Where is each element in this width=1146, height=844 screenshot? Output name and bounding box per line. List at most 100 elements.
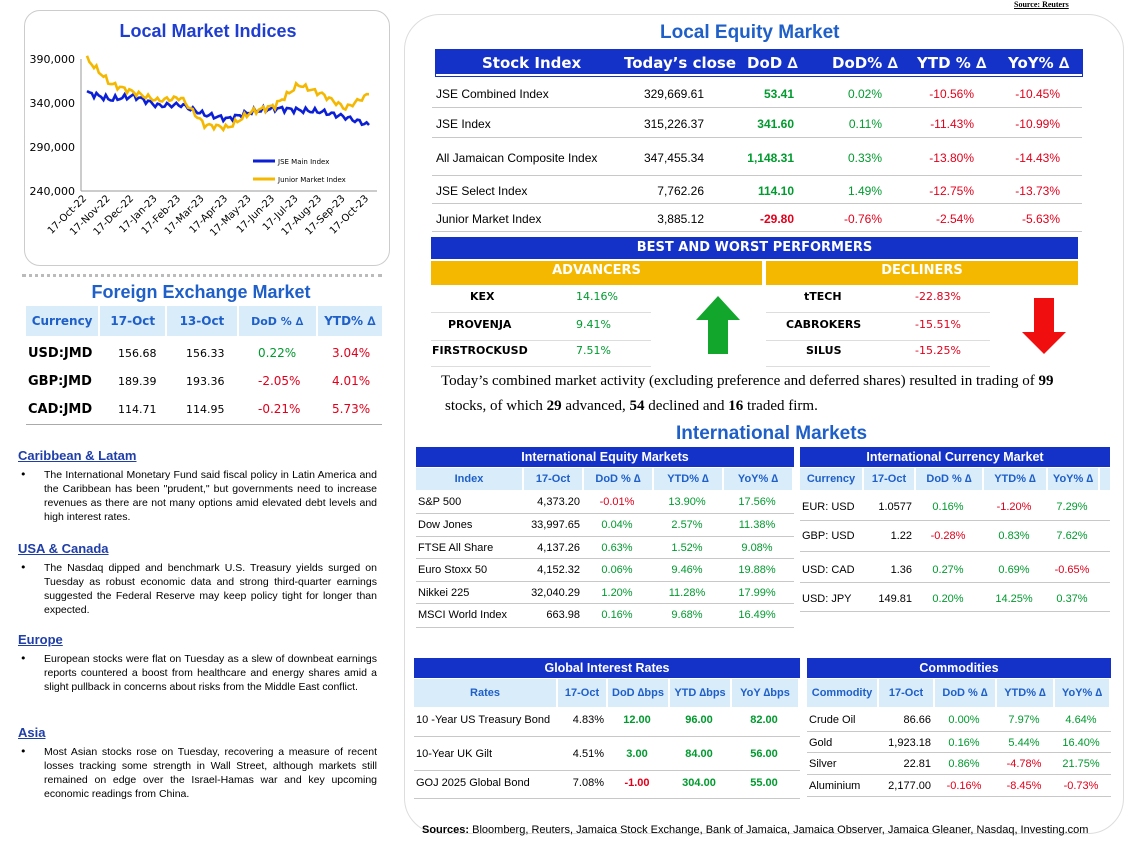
intl-cur-cell-n: EUR: USD (802, 501, 855, 513)
equity-name: JSE Select Index (436, 183, 528, 198)
intl-title: International Markets (676, 423, 868, 444)
intl-cur-cell-n: USD: JPY (802, 593, 852, 605)
fx-currency: CAD:JMD (28, 402, 93, 417)
row-divider (431, 312, 651, 313)
equity-dodp: 0.02% (847, 87, 882, 101)
news-text: Most Asian stocks rose on Tuesday, recov… (44, 746, 377, 800)
row-divider (766, 340, 990, 341)
rates-cell-y: 84.00 (685, 748, 713, 760)
fx-currency: USD:JMD (28, 346, 93, 361)
rates-header-cell: Rates (414, 679, 558, 707)
performers-title: BEST AND WORST PERFORMERS (431, 237, 1078, 259)
com-cell-yy: 4.64% (1065, 714, 1097, 726)
com-cell-y: -4.78% (1006, 758, 1042, 770)
intl-eq-row: Euro Stoxx 50 4,152.32 0.06% 9.46% 19.88% (416, 559, 794, 582)
row-divider (766, 366, 990, 367)
com-header-cell: YTD% ∆ (997, 679, 1055, 707)
rates-title: Global Interest Rates (414, 658, 800, 678)
news-heading: USA & Canada (18, 541, 109, 556)
rates-cell-d: 12.00 (623, 714, 651, 726)
equity-dod: 341.60 (757, 117, 794, 131)
rates-cell-d: -1.00 (624, 777, 650, 789)
legend-label: Junior Market Index (277, 176, 346, 184)
news-text: The International Monetary Fund said fis… (44, 469, 377, 523)
intl-eq-row: FTSE All Share 4,137.26 0.63% 1.52% 9.08% (416, 537, 794, 559)
fx-header-row: Currency 17-Oct 13-Oct DoD % ∆ YTD% ∆ (26, 306, 382, 336)
equity-ytd: -10.56% (929, 87, 974, 101)
fx-bottom-rule (26, 424, 382, 425)
rates-cell-yy: 82.00 (750, 714, 778, 726)
down-arrow-icon (1022, 298, 1066, 354)
rates-cell-y: 96.00 (685, 714, 713, 726)
rates-cell-yy: 56.00 (750, 748, 778, 760)
rates-row: 10-Year UK Gilt 4.51% 3.00 84.00 56.00 (414, 737, 800, 771)
fx-rate-1: 114.71 (118, 403, 157, 416)
equity-close: 3,885.12 (657, 212, 704, 226)
intl-eq-cell-yy: 9.08% (741, 542, 773, 554)
eq-h-index: Stock Index (482, 54, 582, 72)
intl-cur-header-cell: 17-Oct (864, 468, 916, 490)
rates-header: Rates 17-Oct DoD ∆bps YTD ∆bps YoY ∆bps (414, 679, 800, 707)
rates-cell-y: 304.00 (682, 777, 716, 789)
intl-cur-cell-y: 14.25% (995, 593, 1033, 605)
equity-dod: -29.80 (759, 212, 794, 226)
fx-rate-2: 193.36 (186, 375, 225, 388)
intl-eq-cell-v: 4,137.26 (537, 542, 580, 554)
intl-eq-cell-d: 0.06% (601, 564, 633, 576)
rates-cell-n: GOJ 2025 Global Bond (416, 777, 530, 789)
intl-eq-title: International Equity Markets (416, 447, 794, 467)
equity-ytd: -12.75% (929, 183, 974, 198)
bullet-icon: • (20, 561, 27, 574)
intl-cur-cell-v: 1.0577 (878, 501, 912, 513)
intl-cur-title: International Currency Market (800, 447, 1110, 467)
equity-name: Junior Market Index (436, 212, 542, 226)
equity-yoy: -14.43% (1015, 151, 1060, 165)
summary-text-5: traded firm. (743, 398, 818, 414)
intl-cur-header-cell: Currency (800, 468, 864, 490)
com-row: Gold 1,923.18 0.16% 5.44% 16.40% (807, 732, 1111, 753)
com-cell-y: 5.44% (1008, 737, 1040, 749)
eq-h-close: Today’s close (624, 54, 737, 72)
decliner-value: -22.83% (915, 290, 961, 303)
fx-currency: GBP:JMD (28, 374, 92, 389)
fx-rate-1: 156.68 (118, 347, 157, 360)
summary-firm: 16 (728, 398, 744, 414)
fx-h-date1: 17-Oct (99, 306, 168, 336)
equity-name: All Jamaican Composite Index (436, 151, 598, 165)
com-cell-n: Aluminium (809, 780, 861, 792)
bullet-icon: • (20, 468, 27, 481)
fx-h-ytd: YTD% ∆ (324, 314, 376, 328)
intl-eq-header-cell: YoY% ∆ (724, 468, 794, 490)
com-cell-yy: 16.40% (1062, 737, 1100, 749)
advancer-name: FIRSTROCKUSD (432, 344, 528, 357)
section-divider (22, 274, 382, 277)
com-cell-n: Crude Oil (809, 714, 856, 726)
fx-dod: -2.05% (258, 374, 301, 388)
eq-h-dodp: DoD% ∆ (832, 54, 898, 72)
com-cell-yy: -0.73% (1063, 780, 1099, 792)
rates-header-cell: DoD ∆bps (608, 679, 670, 707)
com-cell-v: 1,923.18 (888, 737, 931, 749)
intl-eq-header: Index 17-Oct DoD % ∆ YTD% ∆ YoY% ∆ (416, 468, 794, 490)
intl-eq-cell-n: S&P 500 (418, 496, 462, 508)
summary-adv: 29 (546, 398, 562, 414)
local-equity-panel (404, 14, 1124, 834)
y-tick-label: 240,000 (30, 185, 76, 198)
equity-close: 347,455.34 (643, 151, 704, 165)
fx-row: USD:JMD 156.68 156.33 0.22% 3.04% (26, 340, 382, 368)
advancer-value: 14.16% (576, 290, 618, 303)
equity-ytd: -2.54% (935, 212, 974, 226)
com-cell-y: 7.97% (1008, 714, 1040, 726)
equity-dodp: 1.49% (847, 183, 882, 198)
intl-cur-cell-v: 1.36 (890, 564, 912, 576)
y-tick-label: 290,000 (30, 141, 76, 154)
fx-dod: -0.21% (258, 402, 301, 416)
advancer-value: 9.41% (576, 318, 611, 331)
com-cell-d: 0.16% (948, 737, 980, 749)
intl-eq-cell-y: 13.90% (668, 496, 706, 508)
row-divider (431, 366, 651, 367)
intl-cur-cell-v: 1.22 (890, 530, 912, 542)
com-cell-d: -0.16% (946, 780, 982, 792)
equity-name: JSE Index (436, 117, 491, 131)
equity-yoy: -10.99% (1015, 117, 1060, 131)
